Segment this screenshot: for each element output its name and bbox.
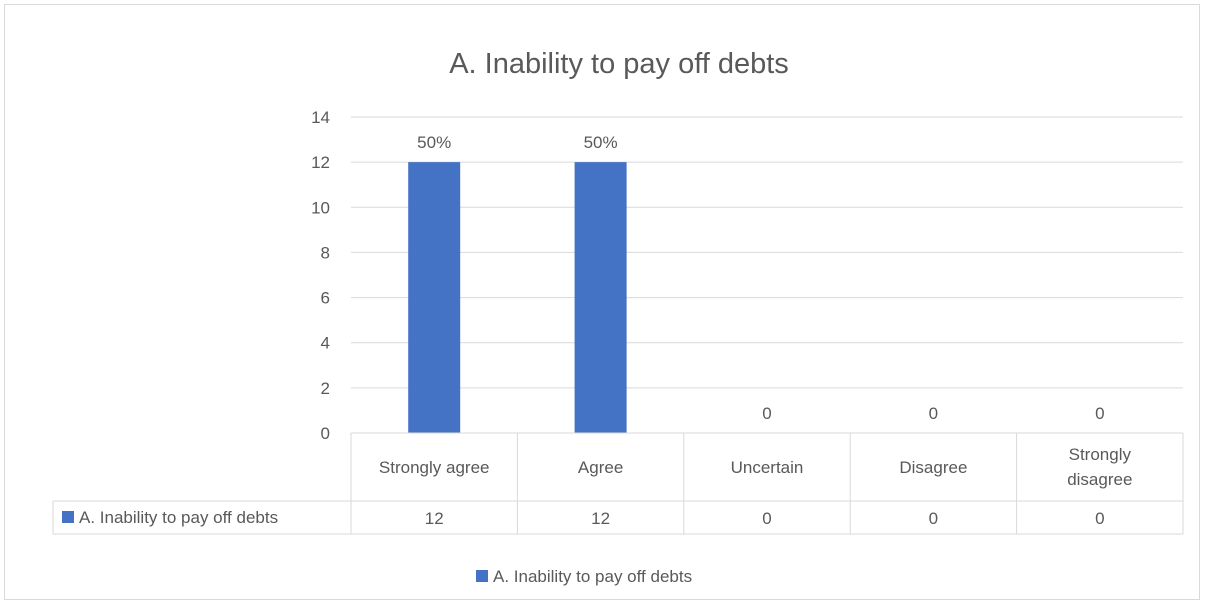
category-label: Agree — [578, 458, 623, 477]
y-tick-label: 0 — [321, 424, 330, 443]
table-value: 0 — [1095, 509, 1104, 528]
data-label: 0 — [762, 404, 771, 423]
bar — [574, 162, 627, 433]
chart-title: A. Inability to pay off debts — [449, 48, 789, 80]
y-tick-label: 4 — [321, 334, 330, 353]
table-value: 12 — [425, 509, 444, 528]
category-label: Uncertain — [731, 458, 804, 477]
y-tick-label: 12 — [311, 153, 330, 172]
y-tick-label: 8 — [321, 243, 330, 262]
data-labels: 50% 50% 0 0 0 — [417, 133, 1104, 423]
legend: A. Inability to pay off debts — [476, 567, 692, 586]
y-tick-label: 14 — [311, 108, 330, 127]
data-label: 0 — [1095, 404, 1104, 423]
data-label: 50% — [417, 133, 451, 152]
category-label: Strongly disagree — [1067, 445, 1132, 489]
table-value: 0 — [929, 509, 938, 528]
y-tick-label: 6 — [321, 289, 330, 308]
table-series-name: A. Inability to pay off debts — [79, 508, 278, 527]
gridlines — [351, 116, 1183, 389]
table-legend-key — [62, 511, 74, 523]
bars — [408, 162, 627, 433]
legend-label: A. Inability to pay off debts — [493, 567, 692, 586]
data-label: 0 — [929, 404, 938, 423]
y-tick-label: 10 — [311, 198, 330, 217]
y-axis-tick-labels: 0 2 4 6 8 10 12 14 — [311, 108, 330, 443]
category-label: Strongly agree — [379, 458, 490, 477]
table-value: 12 — [591, 509, 610, 528]
legend-key — [476, 570, 488, 582]
chart-svg: A. Inability to pay off debts 0 2 4 6 8 10 12 1… — [52, 48, 1184, 586]
chart-frame: A. Inability to pay off debts 0 2 4 6 8 10 12 1… — [4, 4, 1200, 600]
bar — [408, 162, 461, 433]
category-label: Disagree — [899, 458, 967, 477]
data-table: Strongly agree 12 Agree 12 Uncertain 0 Disagre… — [52, 432, 1184, 535]
y-tick-label: 2 — [321, 379, 330, 398]
table-value: 0 — [762, 509, 771, 528]
data-label: 50% — [584, 133, 618, 152]
